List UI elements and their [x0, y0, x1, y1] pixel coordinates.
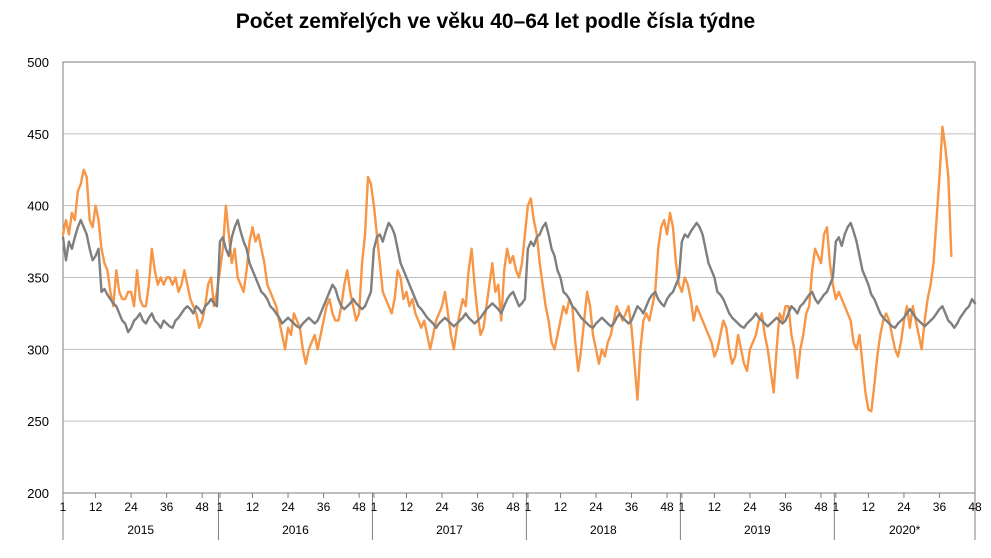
- y-tick-label: 400: [27, 199, 49, 214]
- x-tick-label: 12: [246, 500, 260, 514]
- y-tick-label: 350: [27, 271, 49, 286]
- x-tick-label: 48: [814, 500, 828, 514]
- x-tick-label: 12: [708, 500, 722, 514]
- x-tick-label: 36: [160, 500, 174, 514]
- x-tick-label: 12: [862, 500, 876, 514]
- x-tick-label: 36: [625, 500, 639, 514]
- series-line-2: [61, 218, 977, 334]
- x-tick-label: 1: [371, 500, 378, 514]
- year-label: 2019: [744, 523, 771, 537]
- series-line-1: [61, 125, 953, 413]
- y-tick-label: 300: [27, 342, 49, 357]
- y-tick-label: 250: [27, 414, 49, 429]
- x-tick-label: 1: [679, 500, 686, 514]
- axes: [62, 61, 976, 540]
- x-tick-label: 36: [779, 500, 793, 514]
- series: [61, 125, 977, 413]
- x-tick-label: 1: [60, 500, 67, 514]
- tick-labels: 200 250 300 350 400 450 500 1 12 24 36 48 2015 1 12 24 3…: [27, 55, 982, 537]
- x-tick-label: 36: [933, 500, 947, 514]
- year-label: 2017: [436, 523, 463, 537]
- x-tick-label: 24: [743, 500, 757, 514]
- y-tick-label: 500: [27, 55, 49, 70]
- x-tick-label: 24: [435, 500, 449, 514]
- year-label: 2015: [127, 523, 154, 537]
- x-tick-label: 24: [897, 500, 911, 514]
- y-tick-label: 450: [27, 127, 49, 142]
- x-tick-label: 1: [832, 500, 839, 514]
- chart-title: Počet zemřelých ve věku 40–64 let podle …: [235, 10, 756, 33]
- x-tick-label: 1: [217, 500, 224, 514]
- x-tick-label: 36: [471, 500, 485, 514]
- x-tick-label: 24: [124, 500, 138, 514]
- x-tick-label: 48: [352, 500, 366, 514]
- x-tick-label: 48: [506, 500, 520, 514]
- x-tick-label: 24: [589, 500, 603, 514]
- x-tick-label: 12: [89, 500, 103, 514]
- x-tick-label: 24: [281, 500, 295, 514]
- plot-frame: [62, 61, 976, 494]
- x-tick-label: 12: [400, 500, 414, 514]
- year-label: 2016: [282, 523, 309, 537]
- x-tick-label: 48: [660, 500, 674, 514]
- y-tick-label: 200: [27, 486, 49, 501]
- year-label: 2020*: [889, 523, 921, 537]
- x-tick-label: 1: [525, 500, 532, 514]
- x-tick-label: 48: [195, 500, 209, 514]
- x-tick-label: 48: [968, 500, 982, 514]
- x-tick-label: 12: [554, 500, 568, 514]
- x-tick-label: 36: [317, 500, 331, 514]
- year-label: 2018: [590, 523, 617, 537]
